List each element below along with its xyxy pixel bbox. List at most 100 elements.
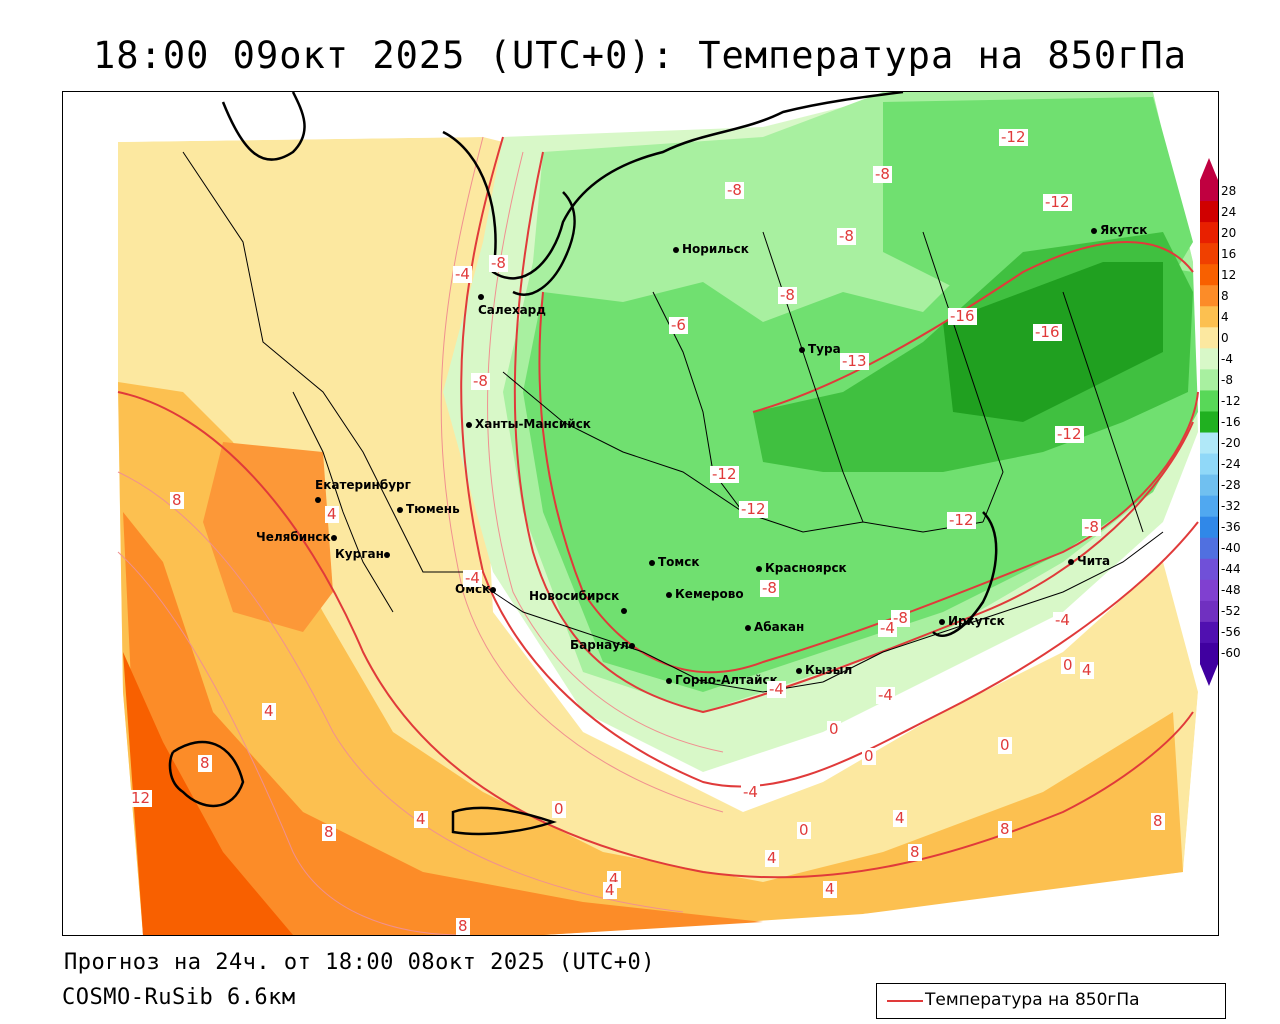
colorbar-swatch (1200, 180, 1218, 202)
contour-label: -16 (948, 307, 977, 325)
contour-label: -16 (1033, 323, 1062, 341)
contour-label: -8 (873, 165, 892, 183)
city-gorno-altaysk: Горно-Алтайск (666, 673, 778, 687)
city-irkutsk: Иркутск (939, 614, 1005, 628)
contour-label: 8 (198, 754, 212, 772)
legend-label: Температура на 850гПа (925, 990, 1140, 1010)
model-name: COSMO-RuSib 6.6км (62, 985, 296, 1010)
city-yakutsk: Якутск (1091, 223, 1147, 237)
colorbar-tick-label: 20 (1221, 225, 1237, 240)
contour-label: -6 (669, 316, 688, 334)
contour-label: 0 (862, 747, 876, 765)
contour-label: 8 (456, 917, 470, 935)
city-khanty-mansiysk: Ханты-Мансийск (466, 417, 591, 431)
colorbar-tick-label: -60 (1221, 646, 1241, 661)
contour-label: 0 (797, 821, 811, 839)
colorbar-swatch (1200, 537, 1218, 560)
city-tura: Тура (799, 342, 841, 356)
contour-label: -8 (489, 254, 508, 272)
contour-label: -12 (999, 128, 1028, 146)
city-norilsk: Норильск (673, 242, 749, 256)
city-tyumen: Тюмень (397, 502, 460, 516)
contour-label: -8 (837, 227, 856, 245)
legend: Температура на 850гПа (876, 983, 1226, 1019)
contour-label: 8 (908, 843, 922, 861)
colorbar-tick-label: -4 (1221, 351, 1233, 366)
contour-label: -12 (1043, 193, 1072, 211)
legend-line-swatch (887, 1000, 923, 1002)
colorbar-swatch (1200, 222, 1218, 244)
colorbar-tick-label: 12 (1221, 267, 1237, 282)
contour-label: 4 (1080, 661, 1094, 679)
contour-label: -12 (1055, 425, 1084, 443)
colorbar-swatch (1200, 390, 1218, 412)
colorbar-swatch (1200, 369, 1218, 391)
colorbar-swatch (1200, 243, 1218, 265)
colorbar-tick-label: -40 (1221, 541, 1241, 556)
colorbar-swatch (1200, 474, 1218, 497)
forecast-info: Прогноз на 24ч. от 18:00 08окт 2025 (UTC… (64, 950, 656, 975)
outside-domain-top (118, 92, 483, 142)
colorbar-swatch (1200, 348, 1218, 370)
city-kemerovo: Кемерово (666, 587, 744, 601)
colorbar-tick-label: -20 (1221, 436, 1241, 451)
colorbar-swatch (1200, 201, 1218, 223)
colorbar-swatch (1200, 516, 1218, 539)
colorbar-swatch (1200, 264, 1218, 286)
contour-label: 0 (552, 800, 566, 818)
contour-label: 8 (1151, 812, 1165, 830)
colorbar-swatch (1200, 327, 1218, 349)
map-title: 18:00 09окт 2025 (UTC+0): Температура на… (93, 34, 1187, 77)
colorbar-tick-label: -52 (1221, 604, 1241, 619)
isotherms (117, 136, 1199, 879)
contour-label: -12 (947, 511, 976, 529)
contour-label: -4 (741, 783, 760, 801)
colorbar-tick-label: -24 (1221, 457, 1241, 472)
colorbar-swatch (1200, 642, 1218, 665)
cool-field-20 (943, 262, 1163, 422)
contour-label: 4 (603, 881, 617, 899)
city-barnaul: Барнаул (570, 638, 638, 652)
colorbar-tick-label: 24 (1221, 204, 1237, 219)
city-krasnoyarsk: Красноярск (756, 561, 847, 575)
contour-label: -12 (739, 500, 768, 518)
city-abakan: Абакан (745, 620, 804, 634)
outside-domain (63, 92, 118, 935)
colorbar-min-arrow (1200, 664, 1218, 686)
contour-label: -8 (778, 286, 797, 304)
temperature-map[interactable]: Норильск Якутск Салехард Тура Ханты-Манс… (62, 91, 1219, 936)
contour-label: -8 (725, 181, 744, 199)
colorbar-tick-label: 0 (1221, 330, 1229, 345)
colorbar-tick-label: 28 (1221, 183, 1237, 198)
colorbar-tick-label: -48 (1221, 583, 1241, 598)
colorbar-swatch (1200, 579, 1218, 602)
contour-label: 8 (322, 823, 336, 841)
colorbar-tick-label: -28 (1221, 478, 1241, 493)
city-chita: Чита (1068, 554, 1110, 568)
city-chelyabinsk: Челябинск (256, 530, 340, 544)
colorbar-swatch (1200, 453, 1218, 476)
outside-domain-bottom (863, 882, 1218, 935)
colorbar-swatch (1200, 306, 1218, 328)
contour-label: 4 (893, 809, 907, 827)
contour-label: -4 (1053, 611, 1072, 629)
contour-label: 4 (823, 880, 837, 898)
colorbar-tick-label: -8 (1221, 372, 1233, 387)
contour-label: -4 (453, 265, 472, 283)
region-borders (182, 151, 1164, 693)
colorbar-swatch (1200, 600, 1218, 623)
colorbar-tick-label: 4 (1221, 309, 1229, 324)
map-canvas (63, 92, 1218, 935)
coastline (168, 92, 998, 836)
colorbar-swatch (1200, 495, 1218, 518)
contour-label: -12 (710, 465, 739, 483)
city-tomsk: Томск (649, 555, 700, 569)
colorbar (1200, 158, 1218, 686)
colorbar-tick-label: 16 (1221, 246, 1237, 261)
colorbar-swatch (1200, 432, 1218, 455)
colorbar-tick-label: -32 (1221, 499, 1241, 514)
contour-label: 0 (827, 720, 841, 738)
warm-orange-patch (203, 442, 333, 632)
warm-field-16 (123, 652, 293, 935)
colorbar-tick-label: -12 (1221, 393, 1241, 408)
